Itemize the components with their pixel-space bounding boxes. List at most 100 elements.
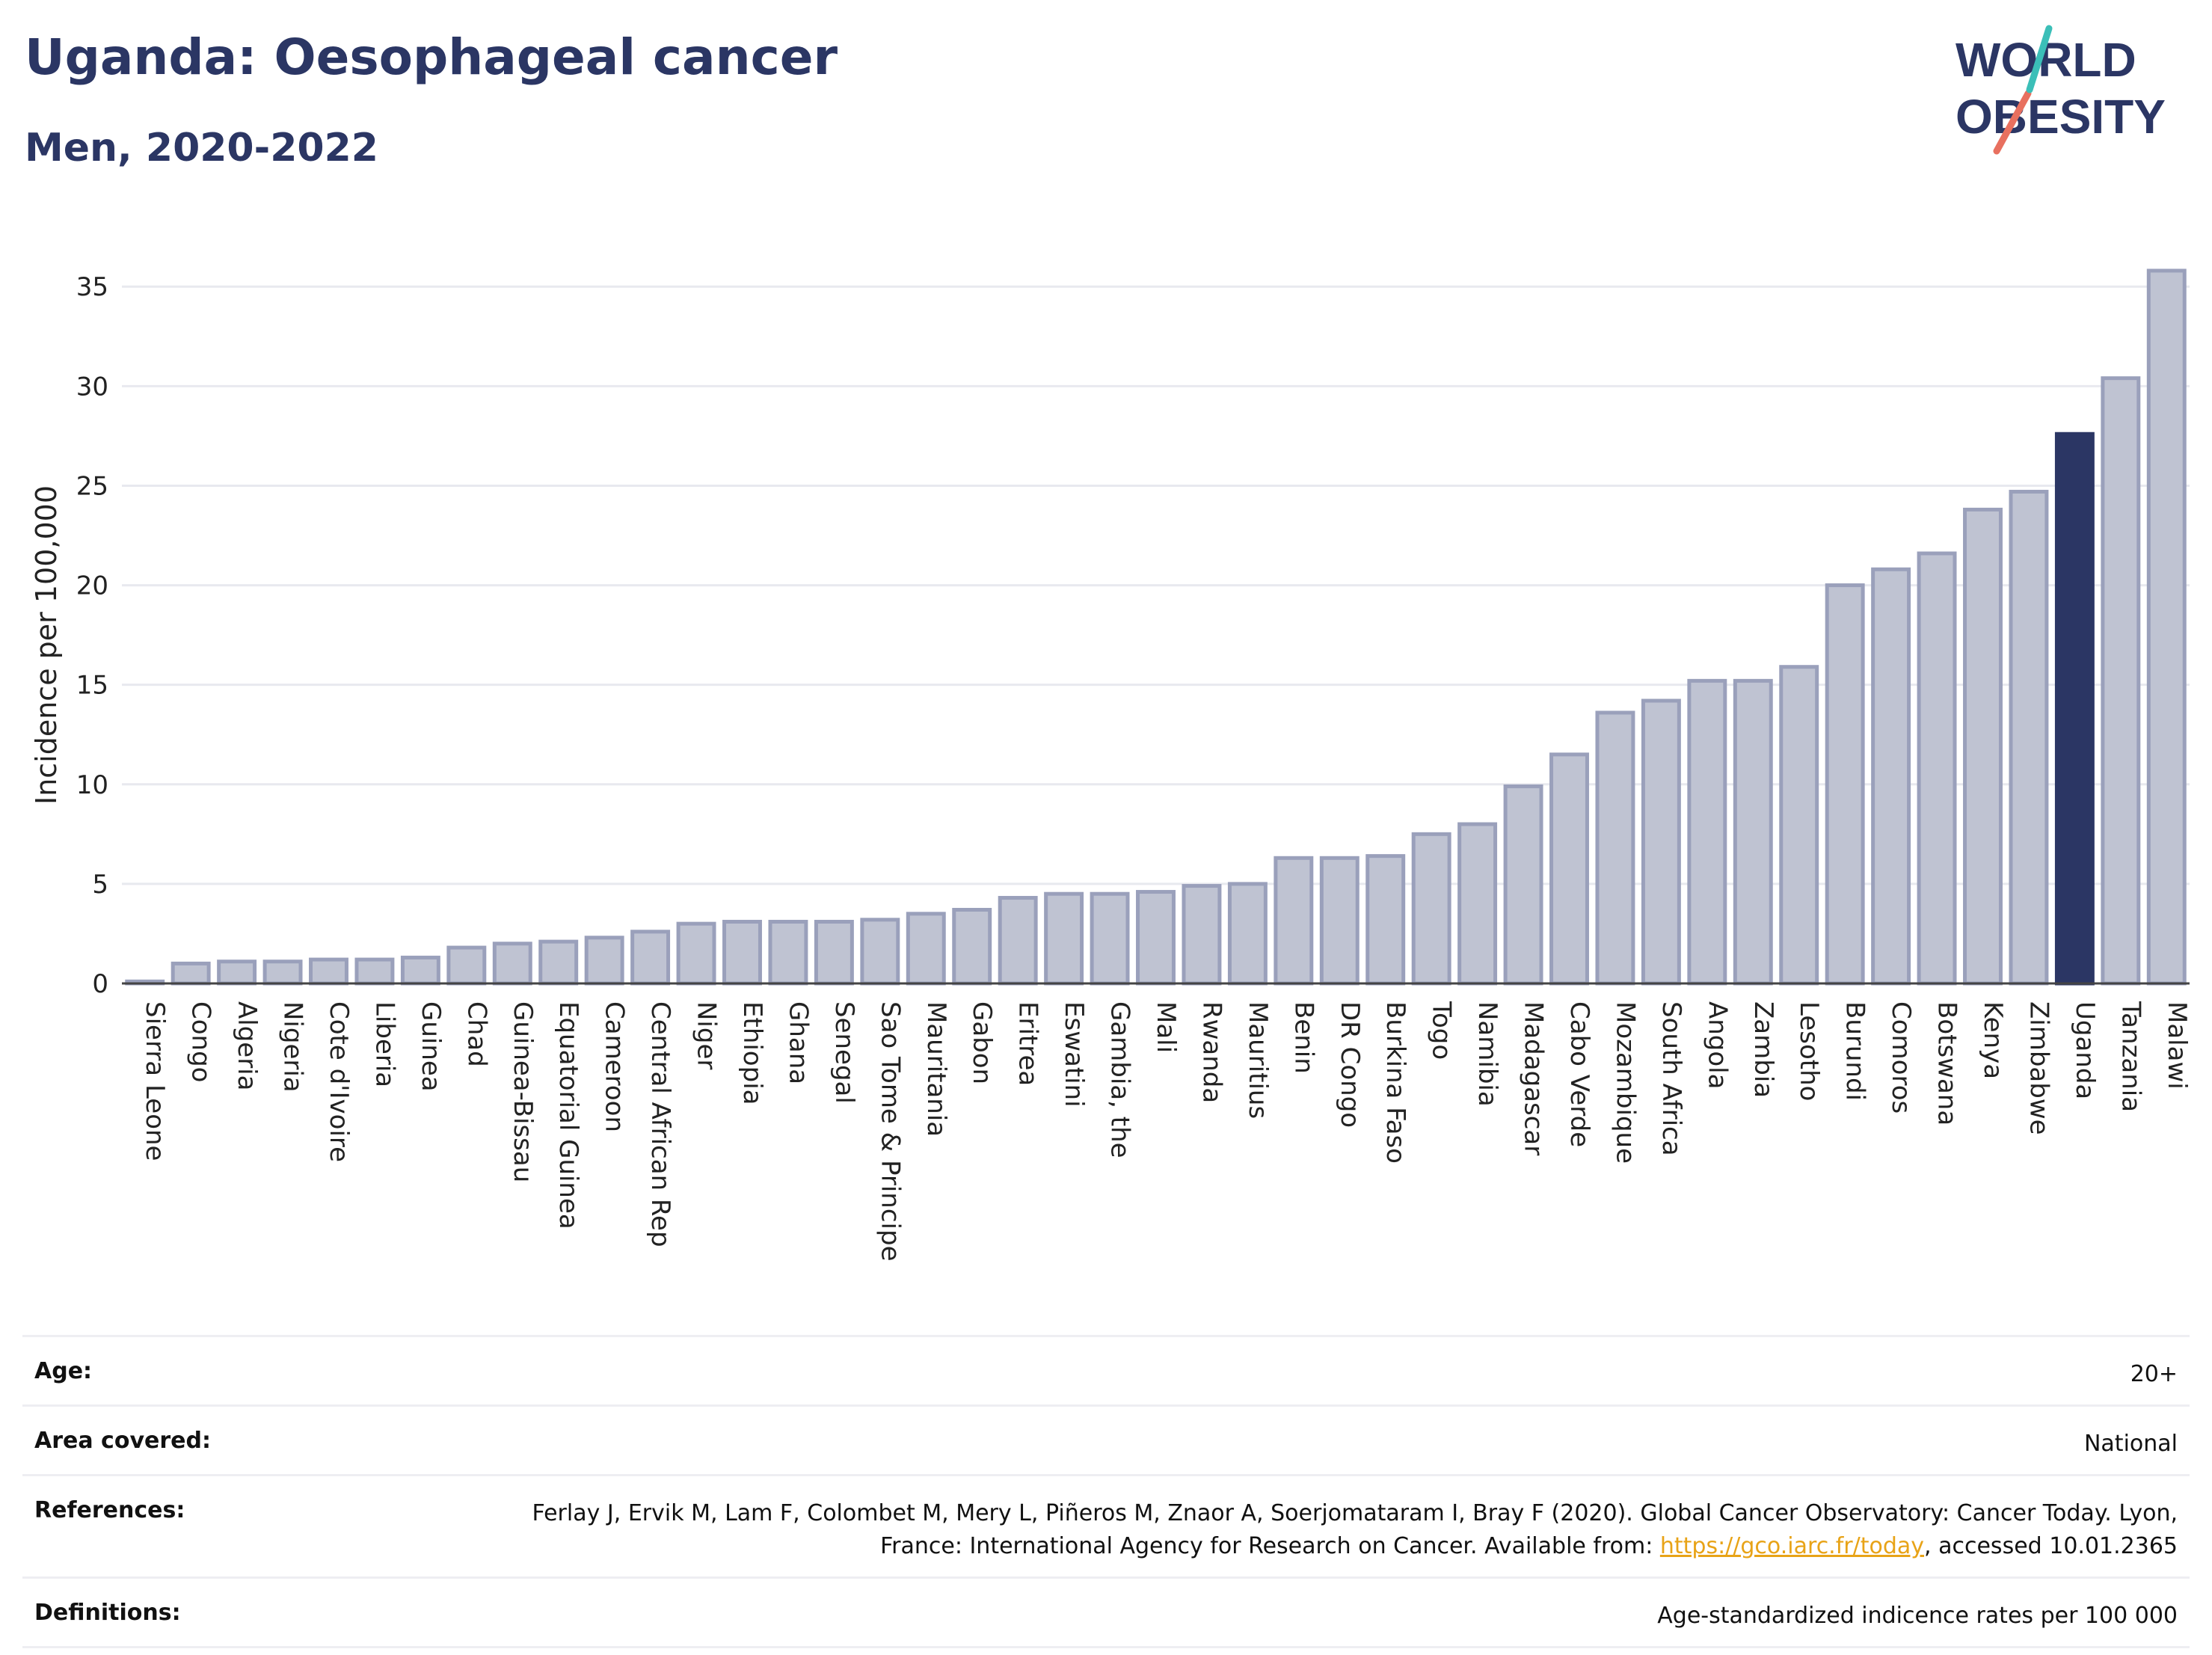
bar (1136, 890, 1176, 986)
bar (1871, 567, 1911, 986)
x-tick-label: Namibia (1472, 1001, 1502, 1107)
references-text: Ferlay J, Ervik M, Lam F, Colombet M, Me… (532, 1500, 2178, 1559)
x-tick-label: Comoros (1886, 1001, 1916, 1114)
logo-line2: OBESITY (1956, 90, 2166, 144)
bar (538, 939, 579, 986)
y-axis-label: Incidence per 100,000 (30, 485, 63, 805)
x-tick-label: Sierra Leone (140, 1001, 170, 1161)
x-tick-label: Eswatini (1059, 1001, 1089, 1108)
bar (309, 957, 348, 986)
x-tick-label: Congo (186, 1001, 216, 1082)
bar-highlight (2054, 432, 2095, 986)
meta-area-value: National (2083, 1431, 2178, 1457)
meta-area-label: Area covered: (34, 1428, 211, 1454)
bar (1457, 822, 1498, 986)
y-tick-label: 30 (76, 372, 108, 402)
bars (122, 268, 2190, 986)
x-tick-label: Nigeria (278, 1001, 308, 1093)
y-tick-label: 20 (76, 571, 108, 601)
bar (1274, 856, 1314, 986)
bar (906, 912, 946, 986)
x-tick-label: Burundi (1840, 1001, 1870, 1101)
x-tick-label: Uganda (2070, 1001, 2100, 1099)
bar (1687, 678, 1727, 986)
bar (952, 908, 992, 986)
bar (217, 959, 257, 986)
metadata-table: Age: 20+ Area covered: National Referenc… (22, 1335, 2190, 1648)
x-tick-label: Gabon (967, 1001, 997, 1084)
bar (1641, 698, 1681, 986)
y-tick-label: 35 (76, 272, 108, 302)
y-tick-label: 0 (92, 969, 108, 999)
meta-row-definitions: Definitions: Age-standardized indicence … (22, 1576, 2190, 1648)
x-tick-label: Sao Tome & Principe (875, 1001, 905, 1262)
x-tick-label: Cabo Verde (1564, 1001, 1594, 1147)
x-tick-label: Burkina Faso (1380, 1001, 1410, 1164)
bar (1044, 891, 1084, 986)
x-tick-label: Cote d'Ivoire (324, 1001, 354, 1162)
bar (1319, 856, 1360, 986)
x-tick-label: Algeria (232, 1001, 262, 1090)
y-axis-ticks: 0 5 10 15 20 25 30 35 (76, 272, 108, 999)
bar (1779, 665, 1819, 986)
bar (814, 919, 854, 986)
y-tick-label: 15 (76, 671, 108, 701)
bar (1963, 507, 2003, 986)
bar (1503, 784, 1543, 986)
bar-chart: 0 5 10 15 20 25 30 35 Sierra Leone Congo Algeria N… (30, 268, 2192, 1262)
bar (262, 959, 303, 986)
x-tick-label: Mauritius (1243, 1001, 1273, 1119)
references-accessed: , accessed 10.01.2365 (1924, 1533, 2178, 1559)
bar (1090, 891, 1130, 986)
bar (1182, 884, 1222, 986)
bar (1917, 551, 1957, 986)
bar (1549, 752, 1589, 986)
bar (1227, 882, 1268, 986)
meta-references-value: Ferlay J, Ervik M, Lam F, Colombet M, Me… (458, 1497, 2178, 1563)
x-tick-label: Lesotho (1794, 1001, 1824, 1101)
bar (860, 918, 900, 986)
bar (2009, 489, 2049, 986)
meta-definitions-value: Age-standardized indicence rates per 100… (1657, 1603, 2178, 1629)
x-tick-label: Angola (1702, 1001, 1732, 1089)
x-tick-label: Eritrea (1013, 1001, 1043, 1086)
meta-row-references: References: Ferlay J, Ervik M, Lam F, Co… (22, 1474, 2190, 1576)
y-tick-label: 25 (76, 471, 108, 501)
bar (998, 896, 1038, 986)
bar (768, 919, 808, 986)
meta-row-age: Age: 20+ (22, 1335, 2190, 1404)
x-tick-label: Zimbabwe (2024, 1001, 2053, 1135)
x-tick-label: Mali (1151, 1001, 1181, 1053)
bar (1733, 678, 1773, 986)
meta-row-area: Area covered: National (22, 1404, 2190, 1474)
x-tick-label: Liberia (369, 1001, 399, 1087)
bar (722, 919, 762, 986)
x-tick-label: Mauritania (921, 1001, 951, 1137)
x-tick-label: Kenya (1978, 1001, 2008, 1079)
bar (584, 936, 624, 986)
x-tick-label: Togo (1427, 1001, 1457, 1060)
x-tick-label: Central African Rep (645, 1001, 675, 1247)
x-tick-label: Cameroon (600, 1001, 630, 1132)
x-tick-label: Chad (461, 1001, 491, 1067)
bar (400, 955, 440, 986)
bar (2101, 376, 2141, 986)
world-obesity-logo: WORLD OBESITY (1956, 25, 2166, 155)
x-tick-label: DR Congo (1335, 1001, 1365, 1128)
bar (1595, 710, 1635, 986)
bar (170, 961, 211, 986)
x-tick-label: Niger (692, 1001, 722, 1069)
x-tick-label: Malawi (2162, 1001, 2192, 1090)
bar (1825, 583, 1865, 986)
x-tick-label: Equatorial Guinea (553, 1001, 583, 1229)
x-tick-label: Guinea-Bissau (508, 1001, 538, 1182)
bar (1411, 832, 1451, 986)
references-link[interactable]: https://gco.iarc.fr/today (1659, 1533, 1925, 1559)
x-tick-label: Madagascar (1519, 1001, 1549, 1155)
x-tick-label: Ethiopia (737, 1001, 767, 1105)
chart-title: Uganda: Oesophageal cancer (25, 28, 838, 86)
y-tick-label: 10 (76, 770, 108, 800)
bar (354, 957, 395, 986)
bar (1365, 854, 1406, 986)
bar (446, 945, 487, 986)
